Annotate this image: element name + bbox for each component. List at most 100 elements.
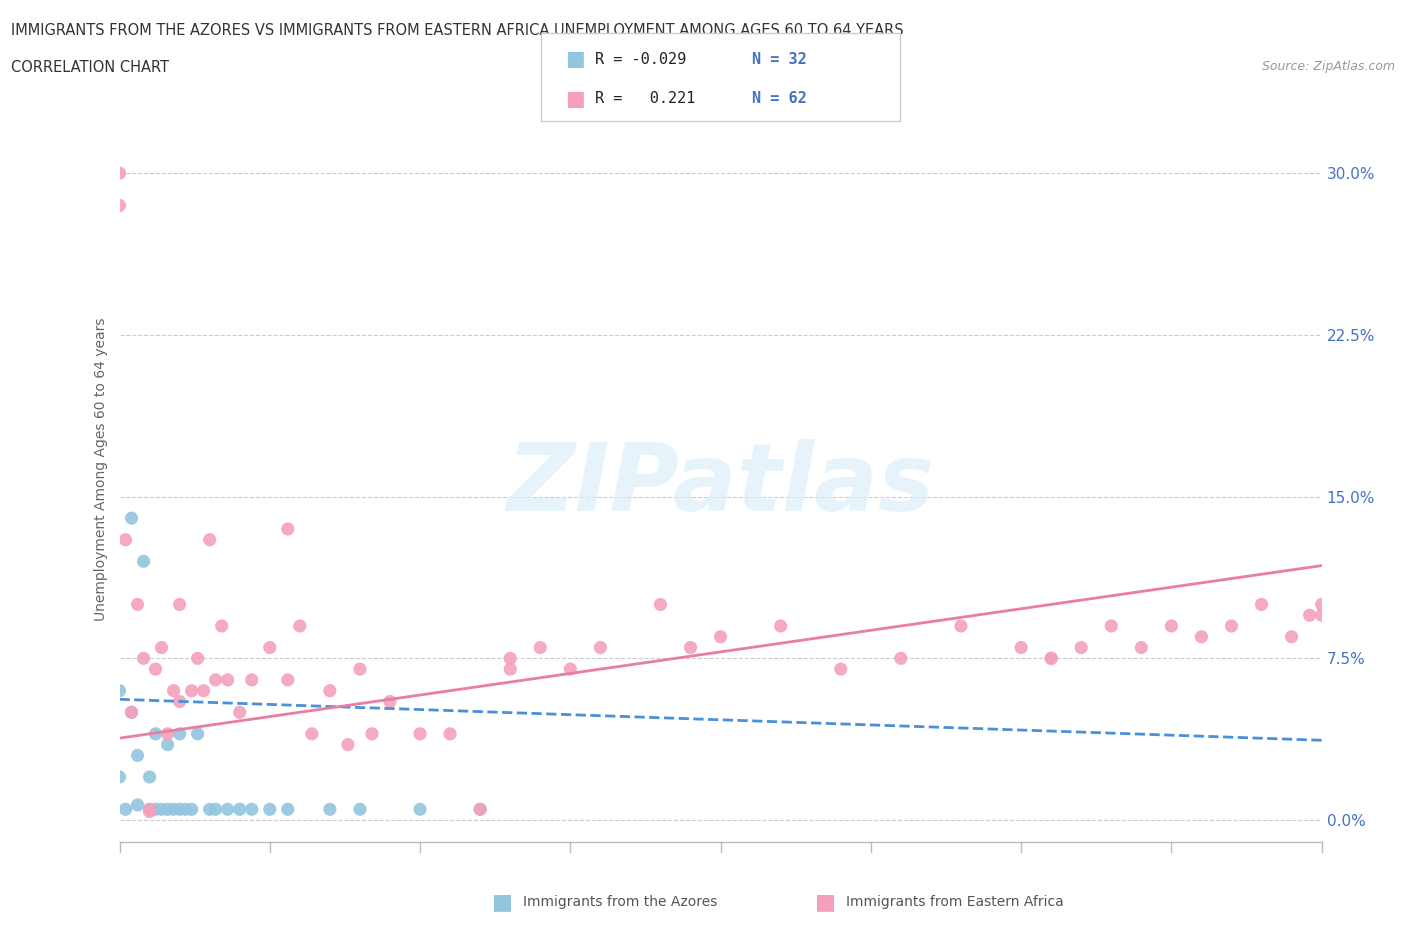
Point [1040, 651, 1063, 666]
Point [138, 769, 160, 784]
Point [1220, 618, 1243, 633]
Point [301, 726, 323, 741]
Point [1160, 618, 1182, 633]
Point [127, 748, 149, 763]
Point [162, 684, 184, 698]
Text: N = 62: N = 62 [752, 91, 807, 106]
Point [145, 661, 167, 676]
Point [180, 802, 202, 817]
Point [108, 684, 131, 698]
Point [114, 802, 136, 817]
Point [108, 166, 131, 180]
Point [240, 802, 263, 817]
Point [1010, 640, 1032, 655]
Point [378, 694, 401, 709]
Text: ■: ■ [492, 892, 513, 912]
Point [169, 802, 191, 817]
Point [1310, 608, 1333, 623]
Point [121, 511, 143, 525]
Point [409, 802, 432, 817]
Point [336, 737, 359, 752]
Point [709, 630, 731, 644]
Point [1040, 651, 1063, 666]
Point [169, 726, 191, 741]
Point [529, 640, 551, 655]
Point [361, 726, 384, 741]
Text: ■: ■ [565, 49, 585, 70]
Point [259, 802, 281, 817]
Point [349, 661, 371, 676]
Point [150, 640, 173, 655]
Text: R = -0.029: R = -0.029 [595, 52, 686, 67]
Point [950, 618, 973, 633]
Text: CORRELATION CHART: CORRELATION CHART [11, 60, 169, 75]
Point [349, 802, 371, 817]
Point [277, 802, 299, 817]
Text: Source: ZipAtlas.com: Source: ZipAtlas.com [1261, 60, 1395, 73]
Point [127, 798, 149, 813]
Point [1281, 630, 1303, 644]
Point [319, 684, 342, 698]
Point [319, 802, 342, 817]
Point [187, 651, 209, 666]
Point [108, 769, 131, 784]
Point [121, 705, 143, 720]
Text: ■: ■ [815, 892, 837, 912]
Point [138, 804, 160, 819]
Point [650, 597, 672, 612]
Point [228, 802, 252, 817]
Point [156, 737, 179, 752]
Point [132, 651, 155, 666]
Text: ■: ■ [565, 89, 585, 109]
Point [204, 672, 226, 687]
Point [499, 661, 522, 676]
Point [1189, 630, 1212, 644]
Point [217, 672, 239, 687]
Point [409, 726, 432, 741]
Point [145, 802, 167, 817]
Point [211, 618, 233, 633]
Point [1250, 597, 1272, 612]
Point [499, 651, 522, 666]
Point [193, 684, 215, 698]
Point [830, 661, 852, 676]
Point [138, 802, 160, 817]
Point [145, 726, 167, 741]
Point [127, 597, 149, 612]
Point [769, 618, 792, 633]
Text: R =   0.221: R = 0.221 [595, 91, 695, 106]
Point [1298, 608, 1320, 623]
Point [187, 726, 209, 741]
Y-axis label: Unemployment Among Ages 60 to 64 years: Unemployment Among Ages 60 to 64 years [94, 318, 108, 621]
Point [277, 522, 299, 537]
Point [121, 705, 143, 720]
Point [138, 802, 160, 817]
Point [589, 640, 612, 655]
Point [204, 802, 226, 817]
Point [132, 554, 155, 569]
Point [560, 661, 582, 676]
Point [1099, 618, 1122, 633]
Point [217, 802, 239, 817]
Point [180, 684, 202, 698]
Point [156, 802, 179, 817]
Text: N = 32: N = 32 [752, 52, 807, 67]
Point [174, 802, 197, 817]
Point [114, 532, 136, 547]
Point [198, 802, 221, 817]
Point [169, 597, 191, 612]
Point [1310, 597, 1333, 612]
Point [288, 618, 311, 633]
Point [240, 672, 263, 687]
Point [198, 532, 221, 547]
Text: Immigrants from the Azores: Immigrants from the Azores [523, 895, 717, 910]
Point [439, 726, 461, 741]
Point [1070, 640, 1092, 655]
Point [890, 651, 912, 666]
Text: Immigrants from Eastern Africa: Immigrants from Eastern Africa [846, 895, 1064, 910]
Point [228, 705, 252, 720]
Point [169, 694, 191, 709]
Point [1130, 640, 1153, 655]
Point [277, 672, 299, 687]
Point [679, 640, 702, 655]
